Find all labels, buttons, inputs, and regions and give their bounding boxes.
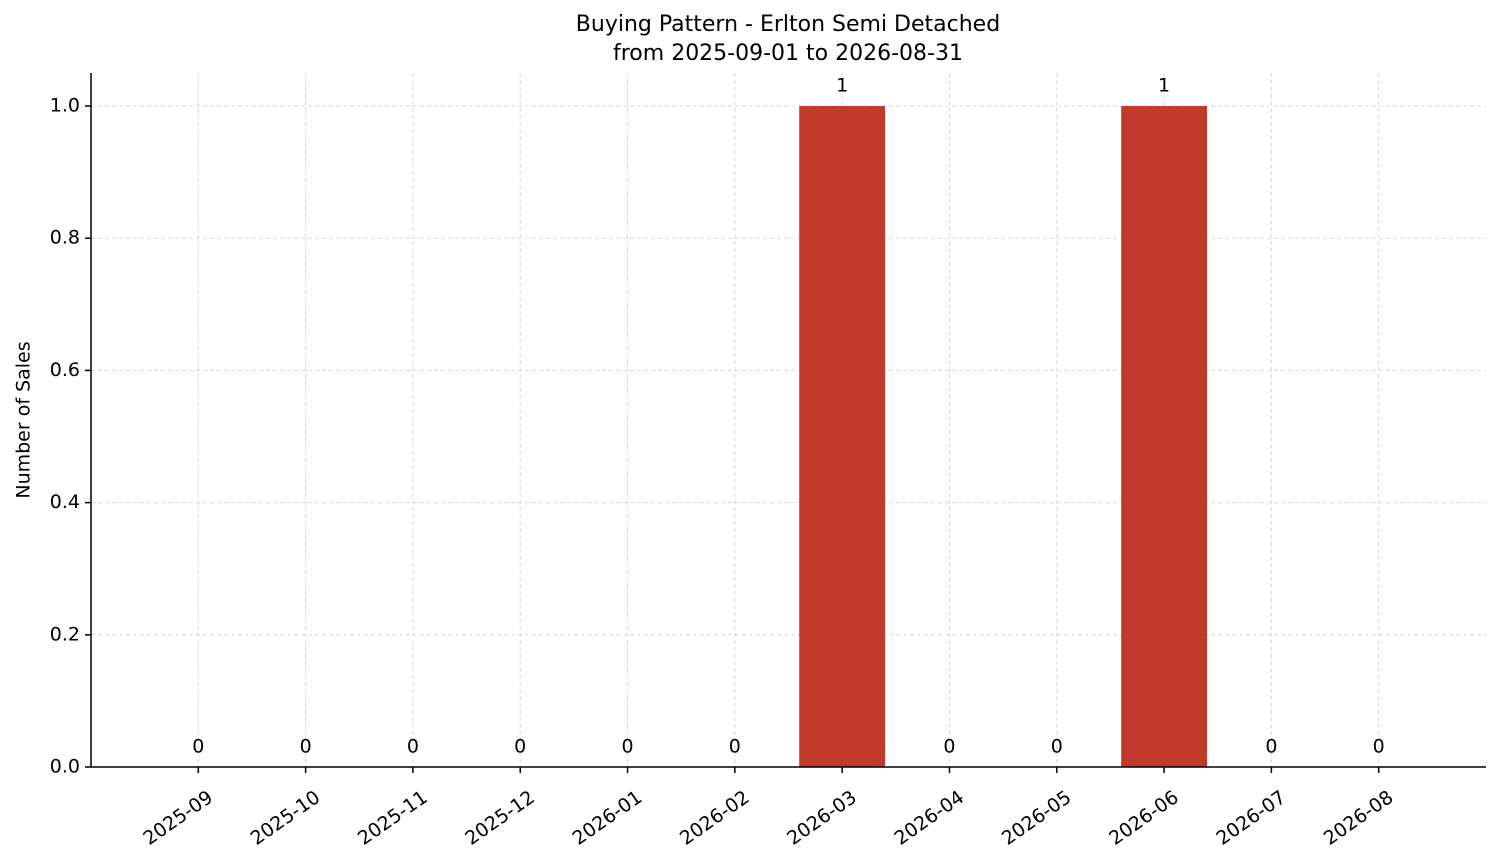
x-tick-label: 2026-04	[890, 786, 968, 850]
value-label: 0	[1373, 736, 1385, 758]
x-tick-label: 2026-05	[998, 786, 1076, 850]
x-tick-label: 2026-08	[1320, 786, 1398, 850]
value-label: 0	[729, 736, 741, 758]
value-label: 0	[1265, 736, 1277, 758]
chart-title: Buying Pattern - Erlton Semi Detached	[576, 12, 1000, 37]
value-label: 0	[192, 736, 204, 758]
value-label: 0	[407, 736, 419, 758]
x-tick-label: 2026-06	[1105, 786, 1183, 850]
y-tick-label: 0.4	[50, 491, 80, 513]
x-tick-label: 2026-03	[783, 786, 861, 850]
x-tick-label: 2026-02	[676, 786, 754, 850]
y-tick-label: 0.8	[50, 227, 80, 249]
chart-subtitle: from 2025-09-01 to 2026-08-31	[613, 41, 963, 66]
value-label: 0	[514, 736, 526, 758]
x-tick-label: 2025-09	[139, 786, 217, 850]
y-tick-label: 0.6	[50, 359, 80, 381]
x-tick-label: 2025-12	[461, 786, 539, 850]
value-label: 1	[1158, 75, 1170, 97]
value-label: 0	[943, 736, 955, 758]
value-label: 1	[836, 75, 848, 97]
bar	[1121, 106, 1207, 768]
x-tick-label: 2026-07	[1212, 786, 1290, 850]
x-tick-label: 2026-01	[569, 786, 647, 850]
value-label: 0	[300, 736, 312, 758]
bar	[799, 106, 886, 768]
y-tick-label: 0.0	[50, 756, 80, 778]
y-tick-label: 0.2	[50, 623, 80, 645]
value-label: 0	[1051, 736, 1063, 758]
x-tick-label: 2025-10	[247, 786, 325, 850]
x-tick-label: 2025-11	[354, 786, 432, 850]
y-tick-label: 1.0	[50, 95, 80, 117]
y-axis-label: Number of Sales	[13, 341, 35, 498]
value-label: 0	[621, 736, 633, 758]
